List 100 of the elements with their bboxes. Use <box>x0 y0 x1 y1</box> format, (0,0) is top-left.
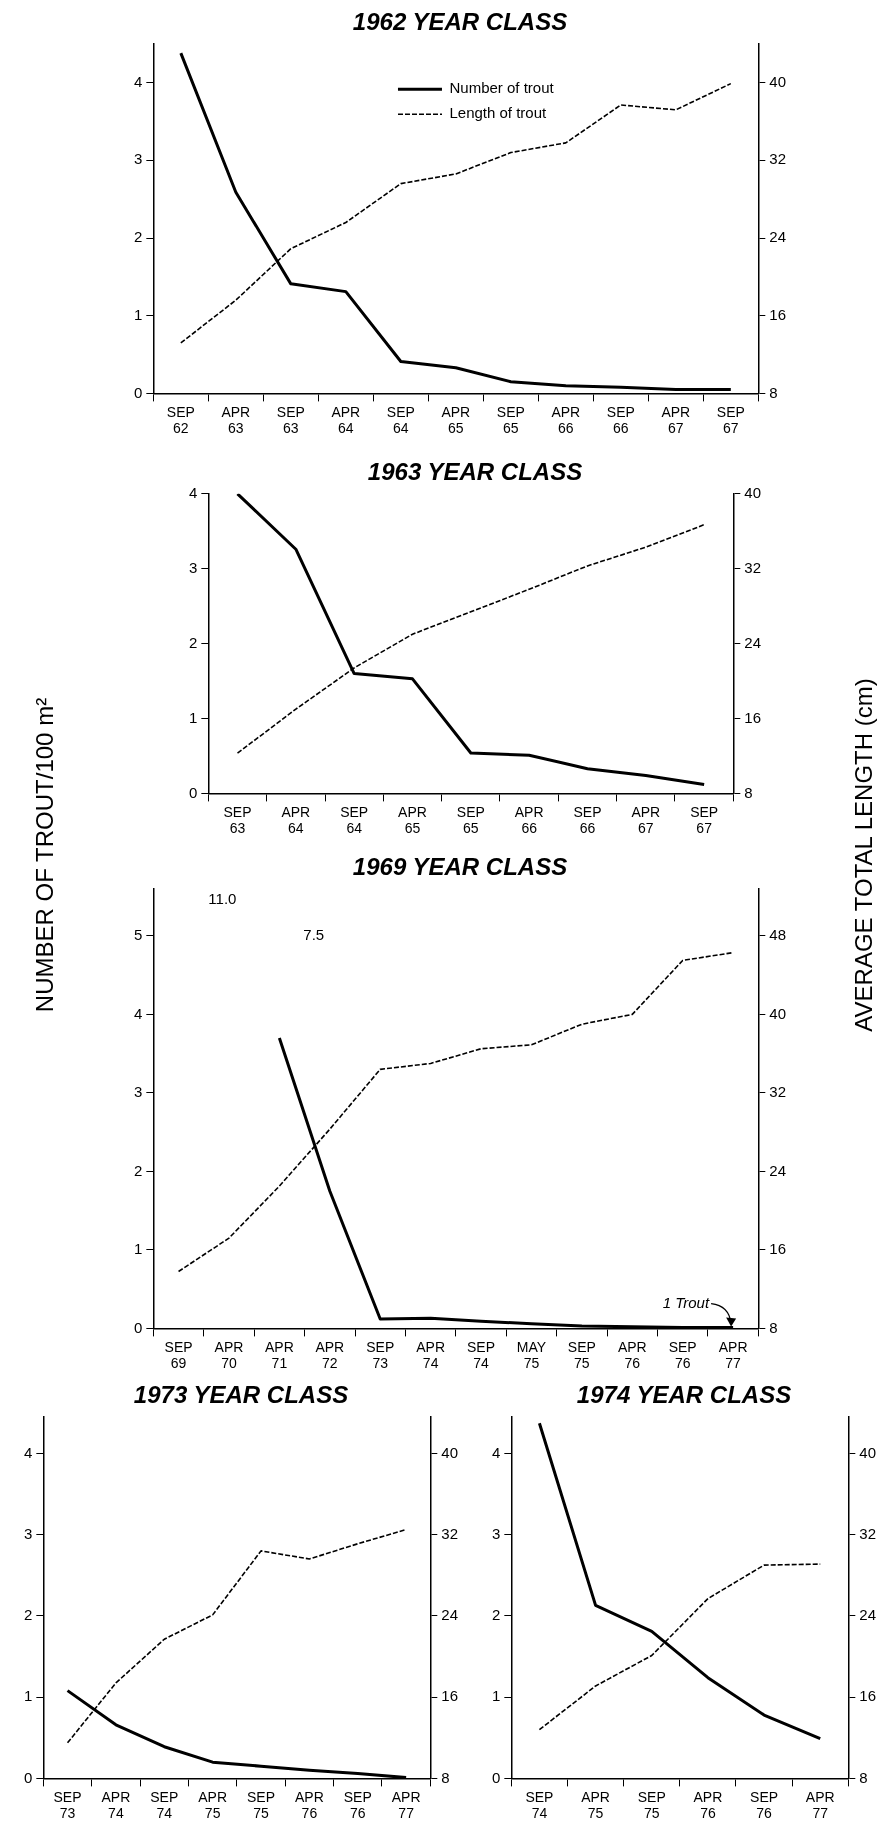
y2-tick-label: 16 <box>744 708 761 726</box>
x-tick-label: APR 70 <box>214 1338 244 1372</box>
y-tick-label: 4 <box>189 483 198 501</box>
x-tick-label: SEP 65 <box>456 803 485 837</box>
x-tick-label: SEP 76 <box>750 1788 779 1822</box>
y2-tick-label: 8 <box>744 783 753 801</box>
x-tick-label: APR 64 <box>281 803 311 837</box>
x-tick-label: SEP 65 <box>496 403 525 437</box>
y-tick-label: 2 <box>492 1606 501 1624</box>
x-tick-label: APR 75 <box>198 1788 228 1822</box>
x-tick-label: SEP 63 <box>223 803 252 837</box>
x-tick-label: APR 77 <box>391 1788 421 1822</box>
y-tick-label: 4 <box>134 1004 143 1022</box>
y2-tick-label: 40 <box>441 1443 458 1461</box>
x-tick-label: APR 65 <box>398 803 427 837</box>
y-tick-label: 3 <box>492 1524 501 1542</box>
x-tick-label: APR 77 <box>805 1788 835 1822</box>
chart-title: 1963 YEAR CLASS <box>367 458 583 486</box>
x-tick-label: APR 75 <box>581 1788 610 1822</box>
x-tick-label: SEP 74 <box>467 1338 496 1372</box>
x-tick-label: APR 67 <box>631 803 661 837</box>
x-tick-label: SEP 66 <box>573 803 602 837</box>
x-tick-label: APR 77 <box>718 1338 748 1372</box>
x-tick-label: APR 76 <box>617 1338 647 1372</box>
chart-title: 1973 YEAR CLASS <box>133 1381 349 1409</box>
y2-tick-label: 24 <box>441 1606 458 1624</box>
y2-tick-label: 40 <box>859 1443 876 1461</box>
y2-tick-label: 32 <box>769 1083 786 1101</box>
x-tick-label: SEP 73 <box>366 1338 395 1372</box>
x-tick-label: SEP 75 <box>247 1788 276 1822</box>
x-tick-label: APR 67 <box>661 403 691 437</box>
y2-axis-title: AVERAGE TOTAL LENGTH (cm) <box>850 678 878 1032</box>
y2-tick-label: 8 <box>859 1768 868 1786</box>
y2-tick-label: 16 <box>441 1687 458 1705</box>
y-axis-title: NUMBER OF TROUT/100 m² <box>31 697 59 1013</box>
x-tick-label: SEP 76 <box>668 1338 697 1372</box>
x-tick-label: APR 74 <box>416 1338 446 1372</box>
y2-tick-label: 8 <box>769 1318 778 1336</box>
chart-title: 1974 YEAR CLASS <box>576 1381 792 1409</box>
y-tick-label: 0 <box>24 1768 33 1786</box>
x-tick-label: SEP 62 <box>166 403 195 437</box>
x-tick-label: APR 63 <box>221 403 251 437</box>
y2-tick-label: 16 <box>769 1240 786 1258</box>
y2-tick-label: 16 <box>859 1687 876 1705</box>
y-tick-label: 3 <box>134 1083 143 1101</box>
x-tick-label: APR 64 <box>331 403 361 437</box>
x-tick-label: SEP 64 <box>340 803 369 837</box>
x-tick-label: SEP 73 <box>53 1788 82 1822</box>
y-tick-label: 0 <box>189 783 198 801</box>
y2-tick-label: 40 <box>744 483 761 501</box>
x-tick-label: MAY 75 <box>516 1338 547 1372</box>
x-tick-label: APR 76 <box>294 1788 324 1822</box>
annotation: 11.0 <box>208 890 237 908</box>
y-tick-label: 4 <box>492 1443 501 1461</box>
x-tick-label: APR 74 <box>101 1788 131 1822</box>
x-tick-label: APR 72 <box>315 1338 345 1372</box>
y2-tick-label: 32 <box>441 1524 458 1542</box>
y-tick-label: 2 <box>24 1606 33 1624</box>
x-tick-label: SEP 74 <box>150 1788 179 1822</box>
chart-title: 1969 YEAR CLASS <box>352 853 568 881</box>
x-tick-label: APR 71 <box>264 1338 294 1372</box>
y-tick-label: 0 <box>492 1768 501 1786</box>
x-tick-label: SEP 75 <box>637 1788 666 1822</box>
legend-label: Number of trout <box>449 79 555 97</box>
y2-tick-label: 40 <box>769 1004 786 1022</box>
y2-tick-label: 16 <box>769 305 786 323</box>
y-tick-label: 4 <box>24 1443 33 1461</box>
x-tick-label: SEP 76 <box>343 1788 372 1822</box>
x-tick-label: APR 76 <box>693 1788 723 1822</box>
y-tick-label: 0 <box>134 383 143 401</box>
y-tick-label: 2 <box>134 1161 143 1179</box>
y2-tick-label: 24 <box>859 1606 876 1624</box>
y-tick-label: 2 <box>134 228 143 246</box>
legend-label: Length of trout <box>449 104 548 122</box>
y2-tick-label: 24 <box>769 1161 786 1179</box>
x-tick-label: APR 65 <box>441 403 471 437</box>
y2-tick-label: 8 <box>769 383 778 401</box>
x-tick-label: APR 66 <box>551 403 581 437</box>
x-tick-label: SEP 69 <box>164 1338 193 1372</box>
y2-tick-label: 32 <box>859 1524 876 1542</box>
y-tick-label: 0 <box>134 1318 143 1336</box>
x-tick-label: SEP 75 <box>567 1338 596 1372</box>
y2-tick-label: 24 <box>769 228 786 246</box>
y-tick-label: 1 <box>134 305 143 323</box>
x-tick-label: SEP 74 <box>525 1788 554 1822</box>
chart-title: 1962 YEAR CLASS <box>352 8 568 36</box>
x-tick-label: SEP 67 <box>716 403 745 437</box>
y-tick-label: 3 <box>24 1524 33 1542</box>
x-tick-label: SEP 64 <box>386 403 415 437</box>
y-tick-label: 4 <box>134 72 143 90</box>
x-tick-label: SEP 63 <box>276 403 305 437</box>
x-tick-label: SEP 67 <box>690 803 719 837</box>
y-tick-label: 2 <box>189 633 198 651</box>
annotation: 1 Trout <box>662 1294 710 1312</box>
y-tick-label: 1 <box>24 1687 33 1705</box>
y-tick-label: 1 <box>492 1687 501 1705</box>
y-tick-label: 5 <box>134 926 143 944</box>
annotation: 7.5 <box>303 926 325 944</box>
x-tick-label: APR 66 <box>514 803 544 837</box>
y2-tick-label: 32 <box>769 150 786 168</box>
